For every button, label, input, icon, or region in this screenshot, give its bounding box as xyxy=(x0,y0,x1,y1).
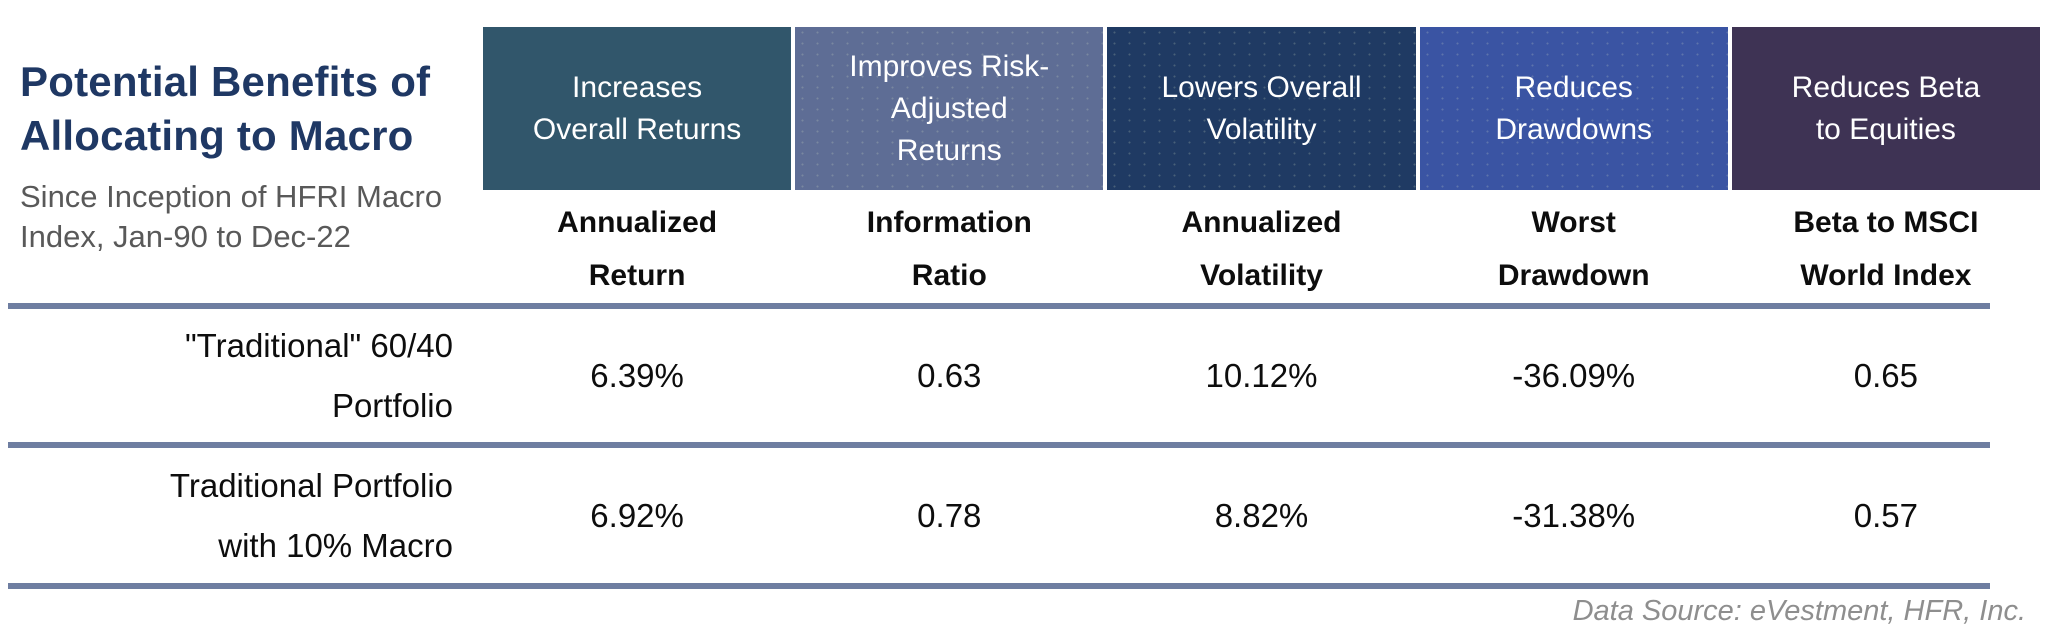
benefit-box-increases-overall-returns: Increases Overall Returns xyxy=(483,27,792,190)
table-row-traditional-with-10pct-macro: Traditional Portfolio with 10% Macro 6.9… xyxy=(0,448,2040,583)
column-header-worst-drawdown: Worst Drawdown xyxy=(1497,206,1650,292)
cell-beta: 0.65 xyxy=(1853,356,1919,394)
benefit-box-lowers-overall-volatility: Lowers Overall Volatility xyxy=(1107,27,1416,190)
cell-annualized-volatility: 10.12% xyxy=(1205,356,1318,394)
cell-annualized-return: 6.39% xyxy=(590,356,684,394)
row-label: "Traditional" 60/40 Portfolio xyxy=(184,327,453,424)
column-header-information-ratio: Information Ratio xyxy=(866,206,1032,292)
page-title: Potential Benefits of Allocating to Macr… xyxy=(20,58,431,159)
divider-top xyxy=(8,303,1990,309)
benefit-box-reduces-beta-to-equities: Reduces Beta to Equities xyxy=(1731,27,2040,190)
column-header-annualized-volatility: Annualized Volatility xyxy=(1181,206,1342,292)
column-header-annualized-return: Annualized Return xyxy=(557,206,718,292)
column-header-beta-to-msci-world-index: Beta to MSCI World Index xyxy=(1793,206,1979,292)
title-block: Potential Benefits of Allocating to Macr… xyxy=(0,27,479,303)
cell-beta: 0.57 xyxy=(1853,496,1919,534)
cell-worst-drawdown: -31.38% xyxy=(1512,496,1636,534)
cell-information-ratio: 0.63 xyxy=(917,356,982,394)
divider-middle xyxy=(8,442,1990,448)
data-source-note: Data Source: eVestment, HFR, Inc. xyxy=(1572,594,2026,627)
cell-worst-drawdown: -36.09% xyxy=(1512,356,1636,394)
cell-annualized-return: 6.92% xyxy=(590,496,684,534)
table-row-traditional-60-40: "Traditional" 60/40 Portfolio 6.39% 0.63… xyxy=(0,309,2040,442)
divider-bottom xyxy=(8,583,1990,589)
benefit-box-improves-risk-adjusted-returns: Improves Risk- Adjusted Returns xyxy=(795,27,1104,190)
page-subtitle: Since Inception of HFRI Macro Index, Jan… xyxy=(20,178,443,254)
benefit-box-reduces-drawdowns: Reduces Drawdowns xyxy=(1419,27,1728,190)
footer: Data Source: eVestment, HFR, Inc. xyxy=(0,589,2048,633)
cell-information-ratio: 0.78 xyxy=(917,496,982,534)
row-label: Traditional Portfolio with 10% Macro xyxy=(169,467,453,564)
cell-annualized-volatility: 8.82% xyxy=(1214,496,1309,534)
header-section: Potential Benefits of Allocating to Macr… xyxy=(0,0,2040,303)
